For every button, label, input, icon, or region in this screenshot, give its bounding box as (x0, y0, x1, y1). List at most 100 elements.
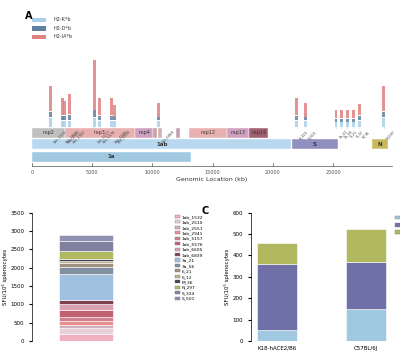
FancyBboxPatch shape (352, 122, 355, 127)
FancyBboxPatch shape (249, 128, 268, 138)
Text: N_297: N_297 (385, 129, 396, 140)
Bar (59, 263, 114, 267)
Text: 1a: 1a (108, 154, 115, 159)
FancyBboxPatch shape (98, 116, 100, 120)
FancyBboxPatch shape (153, 128, 157, 138)
Bar (59, 258, 114, 261)
Text: 25000: 25000 (325, 171, 341, 175)
FancyBboxPatch shape (358, 116, 361, 120)
FancyBboxPatch shape (68, 94, 71, 114)
Text: A: A (25, 11, 32, 21)
Text: S: S (312, 142, 316, 147)
Text: 20000: 20000 (265, 171, 280, 175)
FancyBboxPatch shape (110, 98, 113, 115)
FancyBboxPatch shape (68, 121, 71, 127)
FancyBboxPatch shape (296, 98, 298, 115)
FancyBboxPatch shape (157, 121, 160, 127)
FancyBboxPatch shape (32, 128, 65, 138)
FancyBboxPatch shape (346, 122, 349, 127)
FancyBboxPatch shape (32, 139, 292, 149)
FancyBboxPatch shape (61, 121, 64, 127)
Text: 1ab_5576: 1ab_5576 (101, 129, 116, 145)
Text: nsp13: nsp13 (231, 130, 246, 135)
Y-axis label: SFU/10⁶ splenocytes: SFU/10⁶ splenocytes (2, 249, 8, 305)
FancyBboxPatch shape (113, 121, 116, 127)
FancyBboxPatch shape (157, 117, 160, 120)
Text: N: N (378, 142, 382, 147)
FancyBboxPatch shape (340, 122, 343, 127)
Text: C: C (202, 206, 209, 216)
FancyBboxPatch shape (32, 35, 46, 39)
FancyBboxPatch shape (49, 85, 52, 111)
Text: 1ab_2510: 1ab_2510 (64, 129, 79, 145)
Text: 1ab_2551: 1ab_2551 (66, 129, 82, 145)
Bar (59, 310, 114, 317)
Text: 5000: 5000 (86, 171, 98, 175)
Text: 1ab_6605: 1ab_6605 (113, 129, 128, 145)
FancyBboxPatch shape (176, 128, 180, 138)
Bar (59, 261, 114, 263)
FancyBboxPatch shape (346, 119, 349, 122)
FancyBboxPatch shape (110, 116, 113, 120)
FancyBboxPatch shape (63, 116, 66, 120)
Text: 0: 0 (30, 171, 34, 175)
Bar (257, 264, 297, 330)
Bar (59, 251, 114, 258)
FancyBboxPatch shape (372, 139, 388, 149)
FancyBboxPatch shape (135, 128, 153, 138)
FancyBboxPatch shape (334, 109, 338, 118)
FancyBboxPatch shape (304, 117, 307, 120)
FancyBboxPatch shape (334, 119, 338, 122)
FancyBboxPatch shape (68, 115, 71, 120)
FancyBboxPatch shape (93, 110, 96, 117)
FancyBboxPatch shape (49, 112, 52, 117)
FancyBboxPatch shape (32, 26, 46, 31)
Bar (257, 330, 297, 341)
FancyBboxPatch shape (382, 118, 385, 127)
Text: 15000: 15000 (205, 171, 220, 175)
Bar (59, 235, 114, 241)
Bar (59, 317, 114, 321)
Text: nsp2: nsp2 (42, 130, 54, 135)
Text: nsp3: nsp3 (94, 130, 106, 135)
Bar (257, 243, 297, 264)
Text: H2-IA*b: H2-IA*b (54, 34, 73, 39)
Text: 1ab_2941: 1ab_2941 (71, 129, 86, 145)
FancyBboxPatch shape (157, 103, 160, 117)
FancyBboxPatch shape (304, 103, 307, 117)
FancyBboxPatch shape (382, 112, 385, 117)
Bar (59, 325, 114, 328)
Text: Genomic Location (kb): Genomic Location (kb) (176, 177, 248, 182)
Bar (346, 229, 386, 262)
Legend: 1ab_1532, 1ab_2510, 1ab_2551, 1ab_2941, 1ab_5157, 1ab_5576, 1ab_6605, 1ab_6839, : 1ab_1532, 1ab_2510, 1ab_2551, 1ab_2941, … (175, 215, 203, 300)
FancyBboxPatch shape (93, 118, 96, 127)
FancyBboxPatch shape (61, 116, 64, 120)
FancyBboxPatch shape (340, 119, 343, 122)
FancyBboxPatch shape (346, 109, 349, 118)
Text: S_324: S_324 (299, 129, 309, 140)
FancyBboxPatch shape (352, 119, 355, 122)
Text: nsp12: nsp12 (201, 130, 216, 135)
Bar (59, 328, 114, 334)
FancyBboxPatch shape (32, 152, 191, 162)
Text: 6_12: 6_12 (355, 129, 364, 138)
FancyBboxPatch shape (98, 98, 100, 115)
Text: 3a_21: 3a_21 (338, 129, 348, 140)
FancyBboxPatch shape (352, 109, 355, 118)
FancyBboxPatch shape (189, 128, 228, 138)
FancyBboxPatch shape (292, 139, 338, 149)
FancyBboxPatch shape (63, 121, 66, 127)
FancyBboxPatch shape (158, 128, 162, 138)
Text: 1ab: 1ab (156, 142, 168, 147)
Bar (59, 274, 114, 300)
Text: H2-D*b: H2-D*b (54, 26, 72, 31)
Text: H2-K*b: H2-K*b (54, 18, 71, 23)
FancyBboxPatch shape (113, 106, 116, 117)
FancyBboxPatch shape (382, 85, 385, 111)
Text: 1ab_6839: 1ab_6839 (116, 129, 131, 145)
Text: 1ab_5157: 1ab_5157 (96, 129, 111, 145)
Text: 10000: 10000 (144, 171, 160, 175)
Text: 6_21: 6_21 (349, 129, 358, 138)
FancyBboxPatch shape (63, 101, 66, 115)
FancyBboxPatch shape (228, 128, 249, 138)
